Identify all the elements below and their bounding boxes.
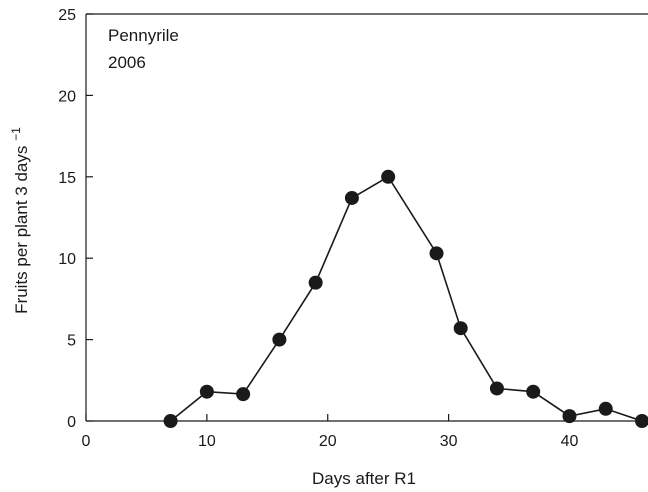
series-group — [163, 169, 648, 428]
data-point — [381, 169, 396, 184]
x-tick-label: 20 — [319, 433, 337, 450]
data-point — [526, 384, 541, 399]
y-tick-label: 5 — [67, 333, 76, 350]
x-tick-label: 0 — [82, 433, 91, 450]
data-point — [598, 401, 613, 416]
y-ticks: 0 5 10 15 20 25 — [58, 7, 93, 431]
y-tick-label: 10 — [58, 251, 76, 268]
x-tick-label: 10 — [198, 433, 216, 450]
series-line — [170, 175, 643, 422]
data-point — [163, 414, 178, 428]
x-tick-label: 40 — [561, 433, 579, 450]
data-point — [489, 381, 504, 396]
annotation-year: 2006 — [108, 53, 146, 72]
y-tick-label: 20 — [58, 88, 76, 105]
x-axis-title: Days after R1 — [312, 469, 416, 488]
annotation-site: Pennyrile — [108, 26, 179, 45]
data-point — [308, 275, 323, 290]
x-tick-label: 30 — [440, 433, 458, 450]
data-point — [199, 384, 214, 399]
y-axis-title-text: Fruits per plant 3 days — [12, 146, 31, 314]
y-axis-title-superscript: −1 — [9, 127, 23, 141]
data-point — [272, 332, 287, 347]
data-point — [236, 387, 251, 402]
y-tick-label: 25 — [58, 7, 76, 24]
x-ticks: 0 10 20 30 40 — [82, 414, 579, 450]
x-axis-title-text: Days after R1 — [312, 469, 416, 488]
data-point — [344, 190, 359, 205]
plot-area — [85, 13, 648, 422]
data-point — [453, 321, 468, 336]
y-axis-title: Fruits per plant 3 days −1 — [9, 127, 31, 314]
data-point — [429, 246, 444, 261]
data-point — [635, 414, 648, 428]
y-tick-label: 15 — [58, 170, 76, 187]
data-point — [562, 409, 577, 424]
y-tick-label: 0 — [67, 414, 76, 431]
